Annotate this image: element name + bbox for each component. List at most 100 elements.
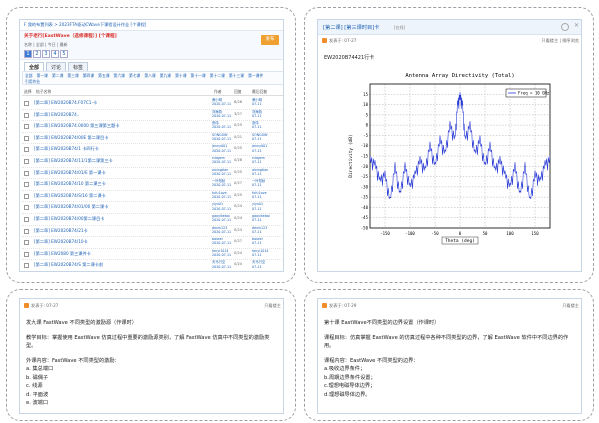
thread-last-reply[interactable]: 黄小明 07-11 — [252, 98, 262, 107]
post-actions[interactable]: 只看楼主 | 倒序浏览 — [541, 38, 579, 43]
thread-title[interactable]: [第二章] EW2020B74/1 卡四行卡 — [34, 146, 99, 152]
thread-author[interactable]: dexin123 2020-07-11 — [212, 225, 232, 234]
table-row[interactable]: [第二章] EW2020B74.. 刘海燕 2020-07-11 3/27 刘海燕 0… — [22, 109, 283, 122]
row-checkbox[interactable] — [24, 263, 29, 269]
row-checkbox[interactable] — [24, 193, 29, 199]
table-row[interactable]: [第二章] EW2020B74/00E 第二课目卡 SONGXIN 2020-07… — [22, 132, 283, 145]
thread-last-reply[interactable]: yiyu01 07-11 — [252, 202, 264, 211]
row-checkbox[interactable] — [24, 182, 29, 188]
page-1[interactable]: 1 — [24, 50, 32, 58]
thread-author[interactable]: 刘海燕 2020-07-11 — [212, 109, 232, 118]
thread-last-reply[interactable]: rubgem 07-11 — [252, 155, 265, 165]
thread-author[interactable]: SONGXIN 2020-07-11 — [212, 132, 232, 141]
thread-author[interactable]: 黄小明 2020-07-11 — [212, 98, 232, 107]
thread-title[interactable]: [第二章] EW2020B74/21卡 — [34, 227, 88, 233]
page-2[interactable]: 2 — [33, 50, 41, 58]
refresh-icon[interactable] — [561, 23, 569, 31]
subtab-12[interactable]: 第十二课 — [209, 73, 225, 78]
table-row[interactable]: [第二章] EW2020B74/01/E 第一课卡 aixingtian 2020… — [22, 167, 283, 180]
row-checkbox[interactable] — [24, 205, 29, 211]
thread-last-reply[interactable]: 张伟 07-11 — [252, 121, 262, 130]
thread-last-reply[interactable]: 刘海燕 07-11 — [252, 109, 262, 118]
thread-title[interactable]: [第二章] EW2020B74/01/E 第一课卡 — [34, 169, 106, 175]
subtab-5[interactable]: 第五课 — [98, 73, 110, 78]
thread-author[interactable]: gaoyikebai 2020-07-11 — [212, 213, 232, 223]
page-4[interactable]: 4 — [51, 50, 59, 58]
thread-last-reply[interactable]: baiwei 07-11 — [252, 237, 263, 246]
subtab-11[interactable]: 第十一课 — [190, 73, 206, 78]
close-icon[interactable]: ✕ — [573, 22, 579, 29]
thread-author[interactable]: rubgem 2020-07-11 — [212, 155, 232, 165]
thread-title[interactable]: [第二章] EW2020B74/10卡 — [34, 239, 88, 245]
thread-title[interactable]: [第二章] EW2080 第三课件卡 — [34, 250, 91, 256]
table-row[interactable]: [第二章] EW2080 第三课件卡 fanyi1014 2020-07-11 0/… — [22, 248, 283, 261]
table-row[interactable]: [第二章] EW2020B74/10 第二课三卡 一叶知秋 2020-07-11 0… — [22, 179, 283, 191]
row-checkbox[interactable] — [24, 124, 29, 130]
thread-last-reply[interactable]: 一叶知秋 07-11 — [252, 179, 266, 188]
row-checkbox[interactable] — [24, 147, 29, 153]
tab-all[interactable]: 全部 — [24, 62, 45, 72]
table-row[interactable]: [第二章] EW2020B74/10卡 baiwei 2020-07-11 0/27… — [22, 237, 283, 249]
row-checkbox[interactable] — [24, 158, 29, 164]
thread-title[interactable]: [第二章] EW2020B74/11/1第二课第三卡 — [34, 157, 113, 163]
subtab-7[interactable]: 第七课 — [128, 73, 141, 78]
subtab-13[interactable]: 第十三课 — [228, 73, 245, 78]
subtab-4[interactable]: 第四课 — [82, 73, 95, 78]
thread-title[interactable]: [第二章] EW2020B74.F07C1-卡 — [34, 100, 98, 105]
row-checkbox[interactable] — [24, 112, 29, 118]
thread-title[interactable]: [第二章] EW2020B74/S 第二课卡前 — [34, 262, 104, 268]
thread-title[interactable]: [第二章] EW2020B74/00第二课目卡 — [34, 215, 105, 221]
table-row[interactable]: [第二章] EW2020B74/01/00 第二课卡 yiyu01 2020-07… — [22, 202, 283, 214]
subtab-14[interactable]: 第一课件 — [248, 73, 264, 78]
thread-title[interactable]: [第二章] EW2020B74/10 第二课三卡 — [34, 181, 106, 187]
row-checkbox[interactable] — [24, 251, 29, 257]
row-checkbox[interactable] — [24, 216, 29, 222]
table-row[interactable]: [第二章] EW2020B74/21卡 dexin123 2020-07-11 0/… — [22, 225, 283, 238]
table-row[interactable]: [第二章] EW2020B74/00第二课目卡 gaoyikebai 2020-0… — [22, 213, 283, 226]
subtab-0[interactable]: 全部 — [25, 73, 33, 78]
thread-title[interactable]: [第二章] EW2020B74/01/00 第二课卡 — [34, 204, 109, 210]
row-checkbox[interactable] — [24, 170, 29, 176]
thread-last-reply[interactable]: 天马行空 07-11 — [252, 260, 266, 269]
subtab-15[interactable]: 引用作业 — [25, 79, 41, 84]
page-5[interactable]: 5 — [60, 50, 68, 58]
thread-author[interactable]: fanyi1014 2020-07-11 — [212, 248, 232, 257]
row-checkbox[interactable] — [24, 101, 29, 106]
subtab-9[interactable]: 第九课 — [159, 73, 172, 78]
thread-author[interactable]: baiwei 2020-07-11 — [212, 237, 232, 246]
thread-last-reply[interactable]: aixingtian 07-11 — [252, 167, 269, 176]
thread-author[interactable]: jenny001 2020-07-11 — [212, 144, 232, 153]
thread-last-reply[interactable]: jenny001 07-11 — [252, 144, 268, 153]
tab-tags[interactable]: 标签 — [68, 62, 89, 72]
thread-author[interactable]: 张伟 2020-07-11 — [212, 121, 232, 130]
publish-button[interactable]: 发布 — [261, 35, 279, 45]
thread-author[interactable]: fufu1ove 2020-07-11 — [212, 190, 232, 199]
thread-author[interactable]: aixingtian 2020-07-11 — [212, 167, 232, 176]
thread-author[interactable]: 一叶知秋 2020-07-11 — [212, 179, 232, 188]
table-row[interactable]: [第二章] EW2020B74.0000 第三课第三题卡 张伟 2020-07-1… — [22, 121, 283, 133]
table-row[interactable]: [第二章] EW2020B74/1 卡四行卡 jenny001 2020-07-1… — [22, 144, 283, 156]
thread-last-reply[interactable]: dexin123 07-11 — [252, 225, 268, 234]
subtab-8[interactable]: 第八课 — [144, 73, 156, 78]
tab-discuss[interactable]: 讨论 — [46, 62, 67, 72]
thread-title[interactable]: [第二章] EW2020B74/00E 第二课目卡 — [34, 134, 109, 140]
subtab-3[interactable]: 第三课 — [67, 73, 79, 78]
row-checkbox[interactable] — [24, 240, 29, 246]
only-op-link[interactable]: 只看楼主 — [562, 303, 579, 308]
table-row[interactable]: [第二章] EW2020B74/11/1第二课第三卡 rubgem 2020-07… — [22, 155, 283, 168]
subtab-1[interactable]: 第一课 — [36, 73, 48, 78]
thread-author[interactable]: yiyu01 2020-07-11 — [212, 202, 232, 211]
table-row[interactable]: [第二章] EW2020B74/S/16 第二课卡 fufu1ove 2020-0… — [22, 190, 283, 203]
row-checkbox[interactable] — [24, 135, 29, 141]
breadcrumb[interactable]: F 我的布置列表 > 2023FTA驱动CWave下课程设计作业 [个课程] — [24, 22, 147, 27]
thread-title[interactable]: [第二章] EW2020B74.0000 第三课第三题卡 — [34, 123, 120, 129]
thread-last-reply[interactable]: gaoyikebai 07-11 — [252, 213, 270, 223]
row-checkbox[interactable] — [24, 228, 29, 234]
subtab-10[interactable]: 第十课 — [175, 73, 187, 78]
page-3[interactable]: 3 — [42, 50, 50, 58]
thread-last-reply[interactable]: fanyi1014 07-11 — [252, 248, 269, 257]
thread-title[interactable]: [第二章] EW2020B74.. — [34, 111, 80, 117]
subtab-6[interactable]: 第六课 — [113, 73, 125, 78]
thread-author[interactable]: 天马行空 2020-07-11 — [212, 260, 232, 269]
thread-last-reply[interactable]: SONGXIN 07-11 — [252, 132, 268, 141]
